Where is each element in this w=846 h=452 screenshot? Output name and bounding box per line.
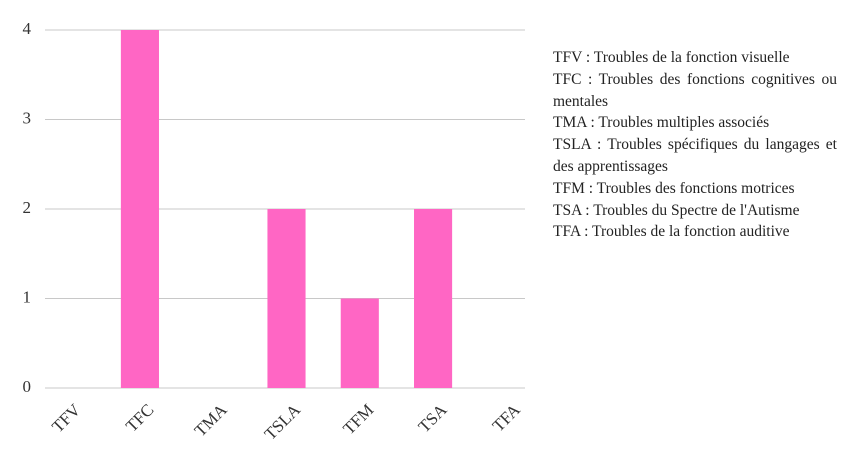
- legend-note: TSA : Troubles du Spectre de l'Autisme: [553, 201, 800, 219]
- legend-notes: TFV : Troubles de la fonction visuelle TF…: [553, 47, 837, 243]
- x-tick-label: TFM: [339, 400, 377, 438]
- x-tick-label: TFV: [48, 400, 85, 437]
- x-tick-label: TSA: [415, 400, 452, 437]
- y-tick-label: 2: [23, 198, 32, 217]
- y-tick-label: 1: [23, 287, 32, 306]
- bar: [267, 209, 306, 388]
- legend-note: TFM : Troubles des fonctions motrices: [553, 179, 795, 197]
- legend-note: TFC : Troubles des fonctions cognitives …: [553, 70, 837, 110]
- legend-note: TMA : Troubles multiples associés: [553, 114, 770, 132]
- bar: [414, 209, 453, 388]
- x-tick-label: TFA: [489, 400, 525, 436]
- legend-note: TSLA : Troubles spécifiques du langages …: [553, 136, 837, 175]
- y-tick-label: 0: [23, 377, 32, 396]
- chart: 0 1 2 3 4 TFV TFC TMA TSLA TFM TSA TFA: [23, 19, 525, 444]
- x-tick-label: TFC: [122, 400, 157, 435]
- legend-note: TFA : Troubles de la fonction auditive: [553, 223, 790, 241]
- legend-note: TFV : Troubles de la fonction visuelle: [553, 49, 790, 66]
- x-tick-label: TMA: [191, 400, 232, 441]
- x-tick-label: TSLA: [261, 400, 305, 444]
- bar: [340, 298, 379, 388]
- y-tick-label: 3: [23, 108, 32, 127]
- y-tick-label: 4: [23, 19, 32, 38]
- bar: [120, 30, 159, 388]
